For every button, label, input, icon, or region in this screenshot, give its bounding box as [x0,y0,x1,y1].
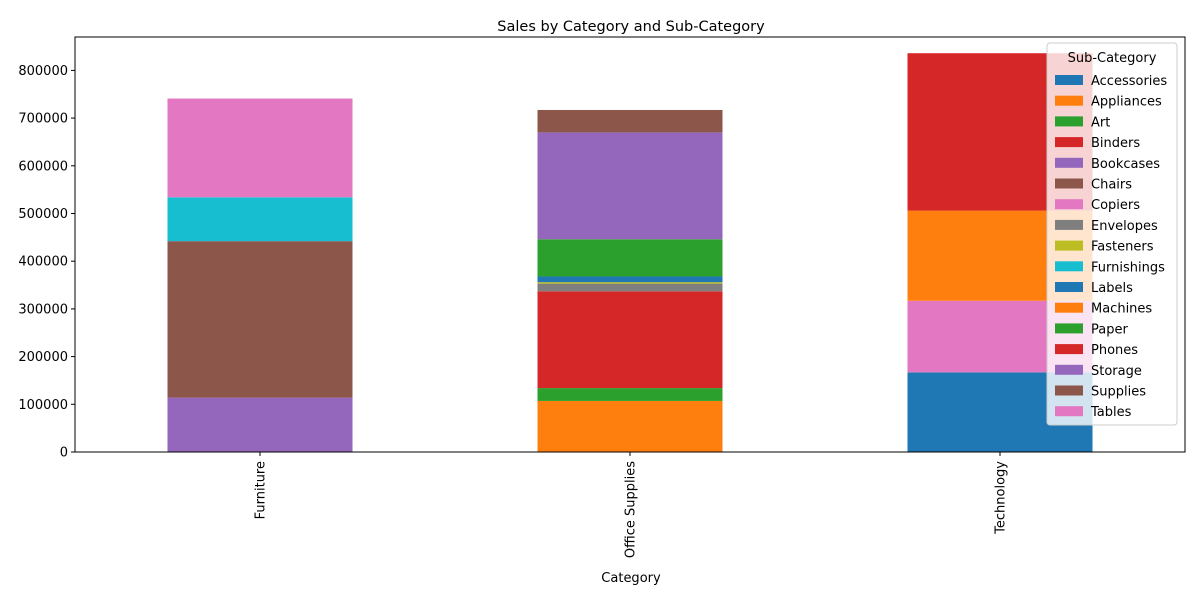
legend-label: Binders [1091,136,1140,151]
legend-label: Supplies [1091,385,1146,400]
legend-title: Sub-Category [1068,51,1157,66]
legend: Sub-Category Accessories Appliances Art Bin… [1046,42,1178,426]
legend-label: Appliances [1091,95,1162,110]
bar-office-supplies-envelopes [537,283,723,292]
legend-item: Appliances [1055,95,1162,110]
legend-item: Envelopes [1055,219,1158,234]
legend-label: Furnishings [1091,260,1165,275]
legend-item: Copiers [1055,198,1140,213]
bar-office-supplies-storage [537,132,723,240]
legend-swatch [1055,75,1083,85]
legend-swatch [1055,240,1083,251]
y-tick-label: 0 [60,446,68,461]
bar-office-supplies-paper [537,239,723,277]
y-tick-label: 200000 [18,350,68,365]
legend-swatch [1055,95,1083,106]
legend-swatch [1055,282,1083,292]
y-tick-label: 400000 [18,255,68,270]
legend-swatch [1055,302,1083,313]
legend-label: Tables [1090,405,1132,420]
legend-swatch [1055,323,1083,334]
bar-office-supplies-supplies [537,109,723,133]
legend-item: Furnishings [1055,260,1165,275]
legend-item: Machines [1055,302,1152,317]
legend-swatch [1055,364,1083,375]
legend-swatch [1055,385,1083,396]
bar-furniture-chairs [167,241,353,398]
legend-label: Labels [1091,281,1133,296]
legend-swatch [1055,199,1083,210]
bar-office-supplies-art [537,388,723,401]
x-tick-label: Technology [994,461,1009,535]
legend-item: Phones [1055,343,1138,358]
legend-label: Paper [1091,322,1128,337]
y-tick-label: 600000 [18,159,68,174]
legend-item: Bookcases [1055,157,1160,172]
legend-items: Accessories Appliances Art Binders Bookcases… [1055,74,1167,420]
legend-swatch [1055,261,1083,272]
bar-furniture-tables [167,98,353,198]
legend-swatch [1055,178,1083,189]
legend-item: Accessories [1055,74,1167,89]
legend-label: Accessories [1091,74,1167,89]
y-tick-label: 300000 [18,302,68,317]
legend-label: Copiers [1091,198,1140,213]
legend-item: Art [1055,115,1110,130]
legend-label: Art [1091,115,1110,130]
x-axis-label: Category [601,571,661,586]
legend-label: Storage [1091,364,1142,379]
y-tick-label: 500000 [18,207,68,222]
x-axis: Furniture Office Supplies Technology [254,452,1009,558]
x-tick-label: Office Supplies [624,461,639,558]
legend-label: Chairs [1091,178,1132,193]
legend-item: Fasteners [1055,240,1154,255]
y-tick-label: 100000 [18,398,68,413]
legend-item: Labels [1055,281,1133,296]
legend-label: Envelopes [1091,219,1158,234]
bars-layer [167,53,1093,452]
bar-office-supplies-fasteners [537,282,723,284]
legend-swatch [1055,344,1083,355]
y-tick-label: 700000 [18,112,68,127]
legend-label: Machines [1091,302,1152,317]
legend-label: Bookcases [1091,157,1160,172]
legend-item: Paper [1055,322,1128,337]
legend-item: Supplies [1055,385,1146,400]
legend-swatch [1055,219,1083,230]
plot-frame [74,36,1186,453]
legend-item: Chairs [1055,178,1132,193]
bar-furniture-furnishings [167,197,353,242]
chart-title: Sales by Category and Sub-Category [497,19,765,35]
legend-swatch [1055,137,1083,148]
y-tick-label: 800000 [18,64,68,79]
legend-item: Tables [1055,405,1132,420]
legend-item: Binders [1055,136,1140,151]
legend-label: Phones [1091,343,1138,358]
legend-swatch [1055,157,1083,168]
legend-swatch [1055,406,1083,417]
bar-office-supplies-labels [537,276,723,283]
x-tick-label: Furniture [254,461,269,519]
legend-label: Fasteners [1091,240,1154,255]
legend-swatch [1055,116,1083,127]
bar-office-supplies-appliances [537,400,723,452]
legend-item: Storage [1055,364,1142,379]
y-axis: 0 100000 200000 300000 400000 500000 600000 700… [18,64,75,461]
bar-office-supplies-binders [537,291,723,389]
bar-furniture-bookcases [167,397,353,452]
